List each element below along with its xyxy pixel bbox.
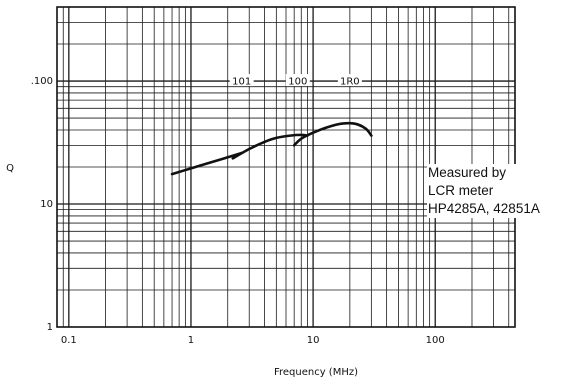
x-axis-ticks: 0.1 1 10 100 [61, 335, 445, 346]
y-axis-title: Q [6, 163, 14, 174]
series-line-100 [231, 133, 309, 160]
y-tick-label: .100 [31, 76, 53, 87]
series-label-101: 101 [232, 77, 251, 88]
series-label-100: 100 [288, 77, 307, 88]
x-tick-label: 0.1 [61, 335, 77, 346]
series-line-101 [170, 151, 243, 176]
series-label-1r0: 1R0 [340, 77, 360, 88]
measurement-note-line-1: Measured by [428, 165, 507, 180]
y-tick-label: 10 [40, 199, 53, 210]
x-axis-title: Frequency (MHz) [274, 367, 358, 378]
measurement-note-line-3: HP4285A, 42851A [428, 201, 540, 216]
x-tick-label: 1 [188, 335, 194, 346]
measurement-note: Measured by LCR meter HP4285A, 42851A [427, 164, 568, 218]
series-layer [170, 121, 373, 176]
x-tick-label: 10 [307, 335, 320, 346]
series-line-1r0 [292, 121, 373, 147]
series-labels: 101 100 1R0 [229, 74, 362, 88]
x-tick-label: 100 [426, 335, 445, 346]
series-label-backdrop [337, 74, 362, 87]
y-axis-ticks: 1 10 .100 [31, 76, 53, 333]
series-label-backdrop [285, 74, 310, 87]
series-label-backdrop [229, 74, 254, 87]
y-tick-label: 1 [47, 322, 53, 333]
measurement-note-line-2: LCR meter [428, 183, 494, 198]
